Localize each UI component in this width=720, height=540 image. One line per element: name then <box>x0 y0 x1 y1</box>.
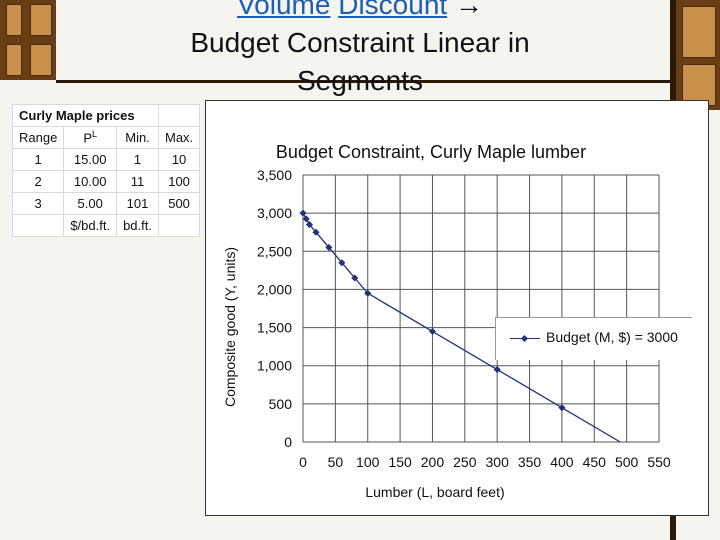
table-cell: 15.00 <box>63 148 118 171</box>
price-table: Curly Maple prices Range PL Min. Max. 1 … <box>11 104 201 237</box>
header-price: PL <box>63 126 118 149</box>
decorative-tile <box>682 6 716 58</box>
y-tick-labels: 0 500 1,000 1,500 2,000 2,500 3,000 3,500 <box>257 167 292 450</box>
table-cell: 100 <box>157 170 201 193</box>
decorative-tile <box>30 4 52 36</box>
data-point <box>325 243 333 252</box>
x-axis-label: Lumber (L, board feet) <box>365 484 504 500</box>
table-cell: 10.00 <box>63 170 118 193</box>
table-cell: 1 <box>116 148 159 171</box>
table-cell: 10 <box>157 148 201 171</box>
header-range: Range <box>11 126 65 149</box>
table-cell <box>11 214 65 237</box>
table-row: 3 5.00 101 500 <box>11 192 201 215</box>
decorative-rule <box>56 80 670 83</box>
chart-title: Budget Constraint, Curly Maple lumber <box>276 142 586 162</box>
table-cell: 11 <box>116 170 159 193</box>
table-title: Curly Maple prices <box>12 104 159 127</box>
units-quantity: bd.ft. <box>116 214 159 237</box>
x-tick-label: 400 <box>550 454 574 470</box>
table-header-row: Range PL Min. Max. <box>11 126 201 149</box>
data-point <box>364 289 372 297</box>
decorative-tile <box>6 4 22 36</box>
decorative-tile <box>6 44 22 76</box>
table-cell: 101 <box>116 192 159 215</box>
table-title-row: Curly Maple prices <box>12 104 201 127</box>
data-point <box>493 365 501 374</box>
budget-constraint-chart: Budget Constraint, Curly Maple lumber 0 5… <box>222 142 671 500</box>
x-tick-label: 500 <box>615 454 639 470</box>
x-tick-labels: 0 50 100 150 200 250 300 350 400 450 500 550 <box>299 454 671 470</box>
decorative-tiles-right <box>676 0 720 110</box>
slide-title: Volume Discount → Budget Constraint Line… <box>60 0 660 100</box>
table-row: 1 15.00 1 10 <box>11 148 201 171</box>
arrow-icon: → <box>454 0 483 20</box>
y-tick-label: 0 <box>284 434 292 450</box>
data-point <box>299 209 307 217</box>
y-tick-label: 500 <box>269 396 293 412</box>
x-tick-label: 350 <box>518 454 542 470</box>
table-cell <box>157 104 201 127</box>
table-row: 2 10.00 11 100 <box>11 170 201 193</box>
data-point <box>351 274 359 282</box>
title-link-volume[interactable]: Volume <box>237 0 331 20</box>
y-tick-label: 3,500 <box>257 167 292 183</box>
y-tick-label: 3,000 <box>257 205 292 221</box>
legend-label: Budget (M, $) = 3000 <box>546 329 678 345</box>
x-tick-label: 250 <box>453 454 477 470</box>
data-point <box>558 404 566 412</box>
data-point <box>428 327 436 335</box>
chart-panel: Budget Constraint, Curly Maple lumber 0 5… <box>205 100 709 516</box>
legend-marker <box>520 334 529 343</box>
y-tick-label: 2,000 <box>257 281 292 297</box>
decorative-tiles <box>0 0 56 80</box>
table-cell: 3 <box>11 192 65 215</box>
header-price-sup: L <box>92 129 98 140</box>
table-cell: 5.00 <box>63 192 118 215</box>
x-tick-label: 0 <box>299 454 307 470</box>
x-tick-label: 300 <box>486 454 510 470</box>
series-layer <box>299 209 621 443</box>
y-tick-label: 1,000 <box>257 358 292 374</box>
units-price: $/bd.ft. <box>63 214 118 237</box>
table-cell: 500 <box>157 192 201 215</box>
title-link-discount[interactable]: Discount <box>338 0 448 20</box>
data-point <box>305 221 314 229</box>
title-line-2: Budget Constraint Linear in <box>190 27 530 58</box>
decorative-tile <box>30 44 52 76</box>
table-cell: 2 <box>11 170 65 193</box>
x-tick-label: 150 <box>388 454 412 470</box>
x-tick-label: 550 <box>647 454 671 470</box>
x-tick-label: 100 <box>356 454 380 470</box>
x-tick-label: 200 <box>421 454 445 470</box>
table-cell: 1 <box>11 148 65 171</box>
table-units-row: $/bd.ft. bd.ft. <box>11 214 201 237</box>
data-point <box>338 259 346 267</box>
title-line-3: Segments <box>296 65 424 96</box>
y-tick-label: 2,500 <box>257 243 292 259</box>
y-axis-label: Composite good (Y, units) <box>222 247 238 407</box>
header-max: Max. <box>157 126 201 149</box>
table-cell <box>157 214 201 237</box>
data-point <box>302 215 310 223</box>
chart-legend: Budget (M, $) = 3000 <box>495 317 692 360</box>
x-tick-label: 50 <box>328 454 344 470</box>
header-min: Min. <box>116 126 159 149</box>
data-point <box>312 228 320 236</box>
x-tick-label: 450 <box>583 454 607 470</box>
y-tick-label: 1,500 <box>257 320 292 336</box>
title-line-1: Volume Discount → <box>60 0 660 24</box>
grid-lines <box>302 174 660 443</box>
